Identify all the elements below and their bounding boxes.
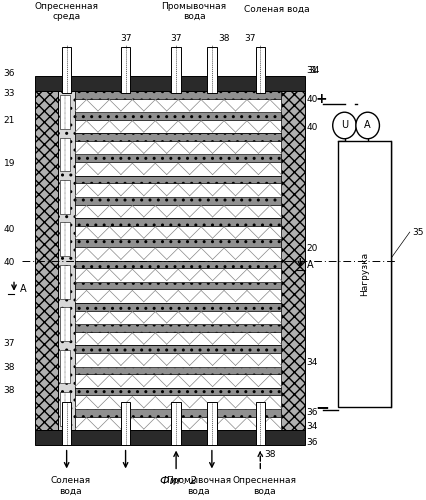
Text: 38: 38 bbox=[264, 450, 275, 460]
Bar bbox=[75, 184, 281, 197]
Bar bbox=[75, 396, 281, 409]
Text: Опресненная
вода: Опресненная вода bbox=[232, 476, 296, 496]
Bar bbox=[75, 98, 281, 112]
Text: 38: 38 bbox=[218, 34, 229, 42]
Bar bbox=[75, 247, 281, 260]
Bar bbox=[121, 48, 130, 94]
Text: +: + bbox=[314, 92, 326, 106]
Text: 37: 37 bbox=[170, 34, 181, 42]
Text: A: A bbox=[306, 260, 313, 270]
Text: Промывочная
вода: Промывочная вода bbox=[161, 2, 226, 21]
Bar bbox=[75, 260, 281, 268]
Bar bbox=[75, 141, 281, 154]
Bar bbox=[62, 48, 71, 94]
Bar bbox=[121, 402, 130, 446]
Text: U: U bbox=[340, 120, 347, 130]
Bar bbox=[207, 402, 216, 446]
Text: 34: 34 bbox=[306, 422, 317, 431]
Text: Соленая вода: Соленая вода bbox=[244, 5, 309, 14]
Bar bbox=[35, 76, 304, 91]
Bar bbox=[62, 402, 71, 446]
Text: 20: 20 bbox=[306, 244, 317, 253]
Bar bbox=[75, 112, 281, 120]
Text: 37: 37 bbox=[120, 34, 131, 42]
Bar bbox=[75, 303, 281, 310]
Bar bbox=[171, 402, 180, 446]
Bar bbox=[58, 91, 75, 430]
Bar bbox=[75, 346, 281, 353]
Text: 37: 37 bbox=[244, 34, 256, 42]
Text: 33: 33 bbox=[3, 89, 15, 98]
Bar bbox=[75, 416, 281, 430]
Bar bbox=[75, 176, 281, 184]
Text: 35: 35 bbox=[411, 228, 422, 236]
Bar bbox=[171, 48, 180, 94]
Bar bbox=[75, 290, 281, 303]
Bar bbox=[75, 204, 281, 218]
Bar bbox=[75, 366, 281, 374]
Bar bbox=[337, 141, 390, 407]
Bar bbox=[207, 48, 216, 94]
Bar bbox=[60, 265, 69, 298]
Text: 36: 36 bbox=[306, 438, 317, 448]
Text: 38: 38 bbox=[3, 386, 15, 396]
Text: 38: 38 bbox=[3, 362, 15, 372]
Text: 34: 34 bbox=[308, 66, 320, 76]
Text: Опресненная
среда: Опресненная среда bbox=[35, 2, 98, 21]
Bar bbox=[60, 180, 69, 214]
Bar bbox=[35, 91, 58, 430]
Bar bbox=[75, 91, 281, 98]
Bar bbox=[75, 162, 281, 175]
Bar bbox=[60, 392, 69, 426]
Bar bbox=[255, 48, 264, 94]
Text: 21: 21 bbox=[3, 116, 15, 125]
Text: 40: 40 bbox=[3, 258, 15, 268]
Bar bbox=[60, 138, 69, 172]
Bar bbox=[75, 120, 281, 134]
Bar bbox=[255, 402, 264, 446]
Text: A: A bbox=[363, 120, 370, 130]
Bar bbox=[75, 226, 281, 239]
Bar bbox=[75, 218, 281, 226]
Bar bbox=[75, 310, 281, 324]
Text: 37: 37 bbox=[3, 339, 15, 348]
Bar bbox=[75, 240, 281, 247]
Bar bbox=[75, 332, 281, 345]
Text: Соленая
вода: Соленая вода bbox=[51, 476, 91, 496]
Bar bbox=[75, 409, 281, 416]
Text: −: − bbox=[314, 398, 328, 416]
Bar bbox=[60, 222, 69, 256]
Bar bbox=[35, 430, 304, 446]
Bar bbox=[75, 154, 281, 162]
Bar bbox=[60, 307, 69, 341]
Text: 36: 36 bbox=[306, 408, 317, 416]
Bar bbox=[75, 353, 281, 366]
Bar bbox=[60, 95, 69, 129]
Bar bbox=[75, 268, 281, 281]
Circle shape bbox=[355, 112, 379, 138]
Text: 34: 34 bbox=[306, 358, 317, 367]
Text: 40: 40 bbox=[306, 95, 317, 104]
Text: Фиг. 2: Фиг. 2 bbox=[159, 476, 196, 486]
Text: 40: 40 bbox=[306, 124, 317, 132]
Text: 40: 40 bbox=[3, 225, 15, 234]
Bar bbox=[75, 388, 281, 396]
Text: A: A bbox=[20, 284, 26, 294]
Text: Нагрузка: Нагрузка bbox=[359, 252, 368, 296]
Text: 31: 31 bbox=[306, 66, 317, 76]
Circle shape bbox=[332, 112, 355, 138]
Bar bbox=[75, 282, 281, 290]
Bar bbox=[75, 374, 281, 388]
Text: 36: 36 bbox=[3, 69, 15, 78]
Text: 19: 19 bbox=[3, 159, 15, 168]
Bar bbox=[281, 91, 304, 430]
Bar bbox=[75, 197, 281, 204]
Text: Промывочная
вода: Промывочная вода bbox=[165, 476, 230, 496]
Bar bbox=[60, 350, 69, 384]
Bar bbox=[75, 134, 281, 141]
Bar bbox=[75, 324, 281, 332]
